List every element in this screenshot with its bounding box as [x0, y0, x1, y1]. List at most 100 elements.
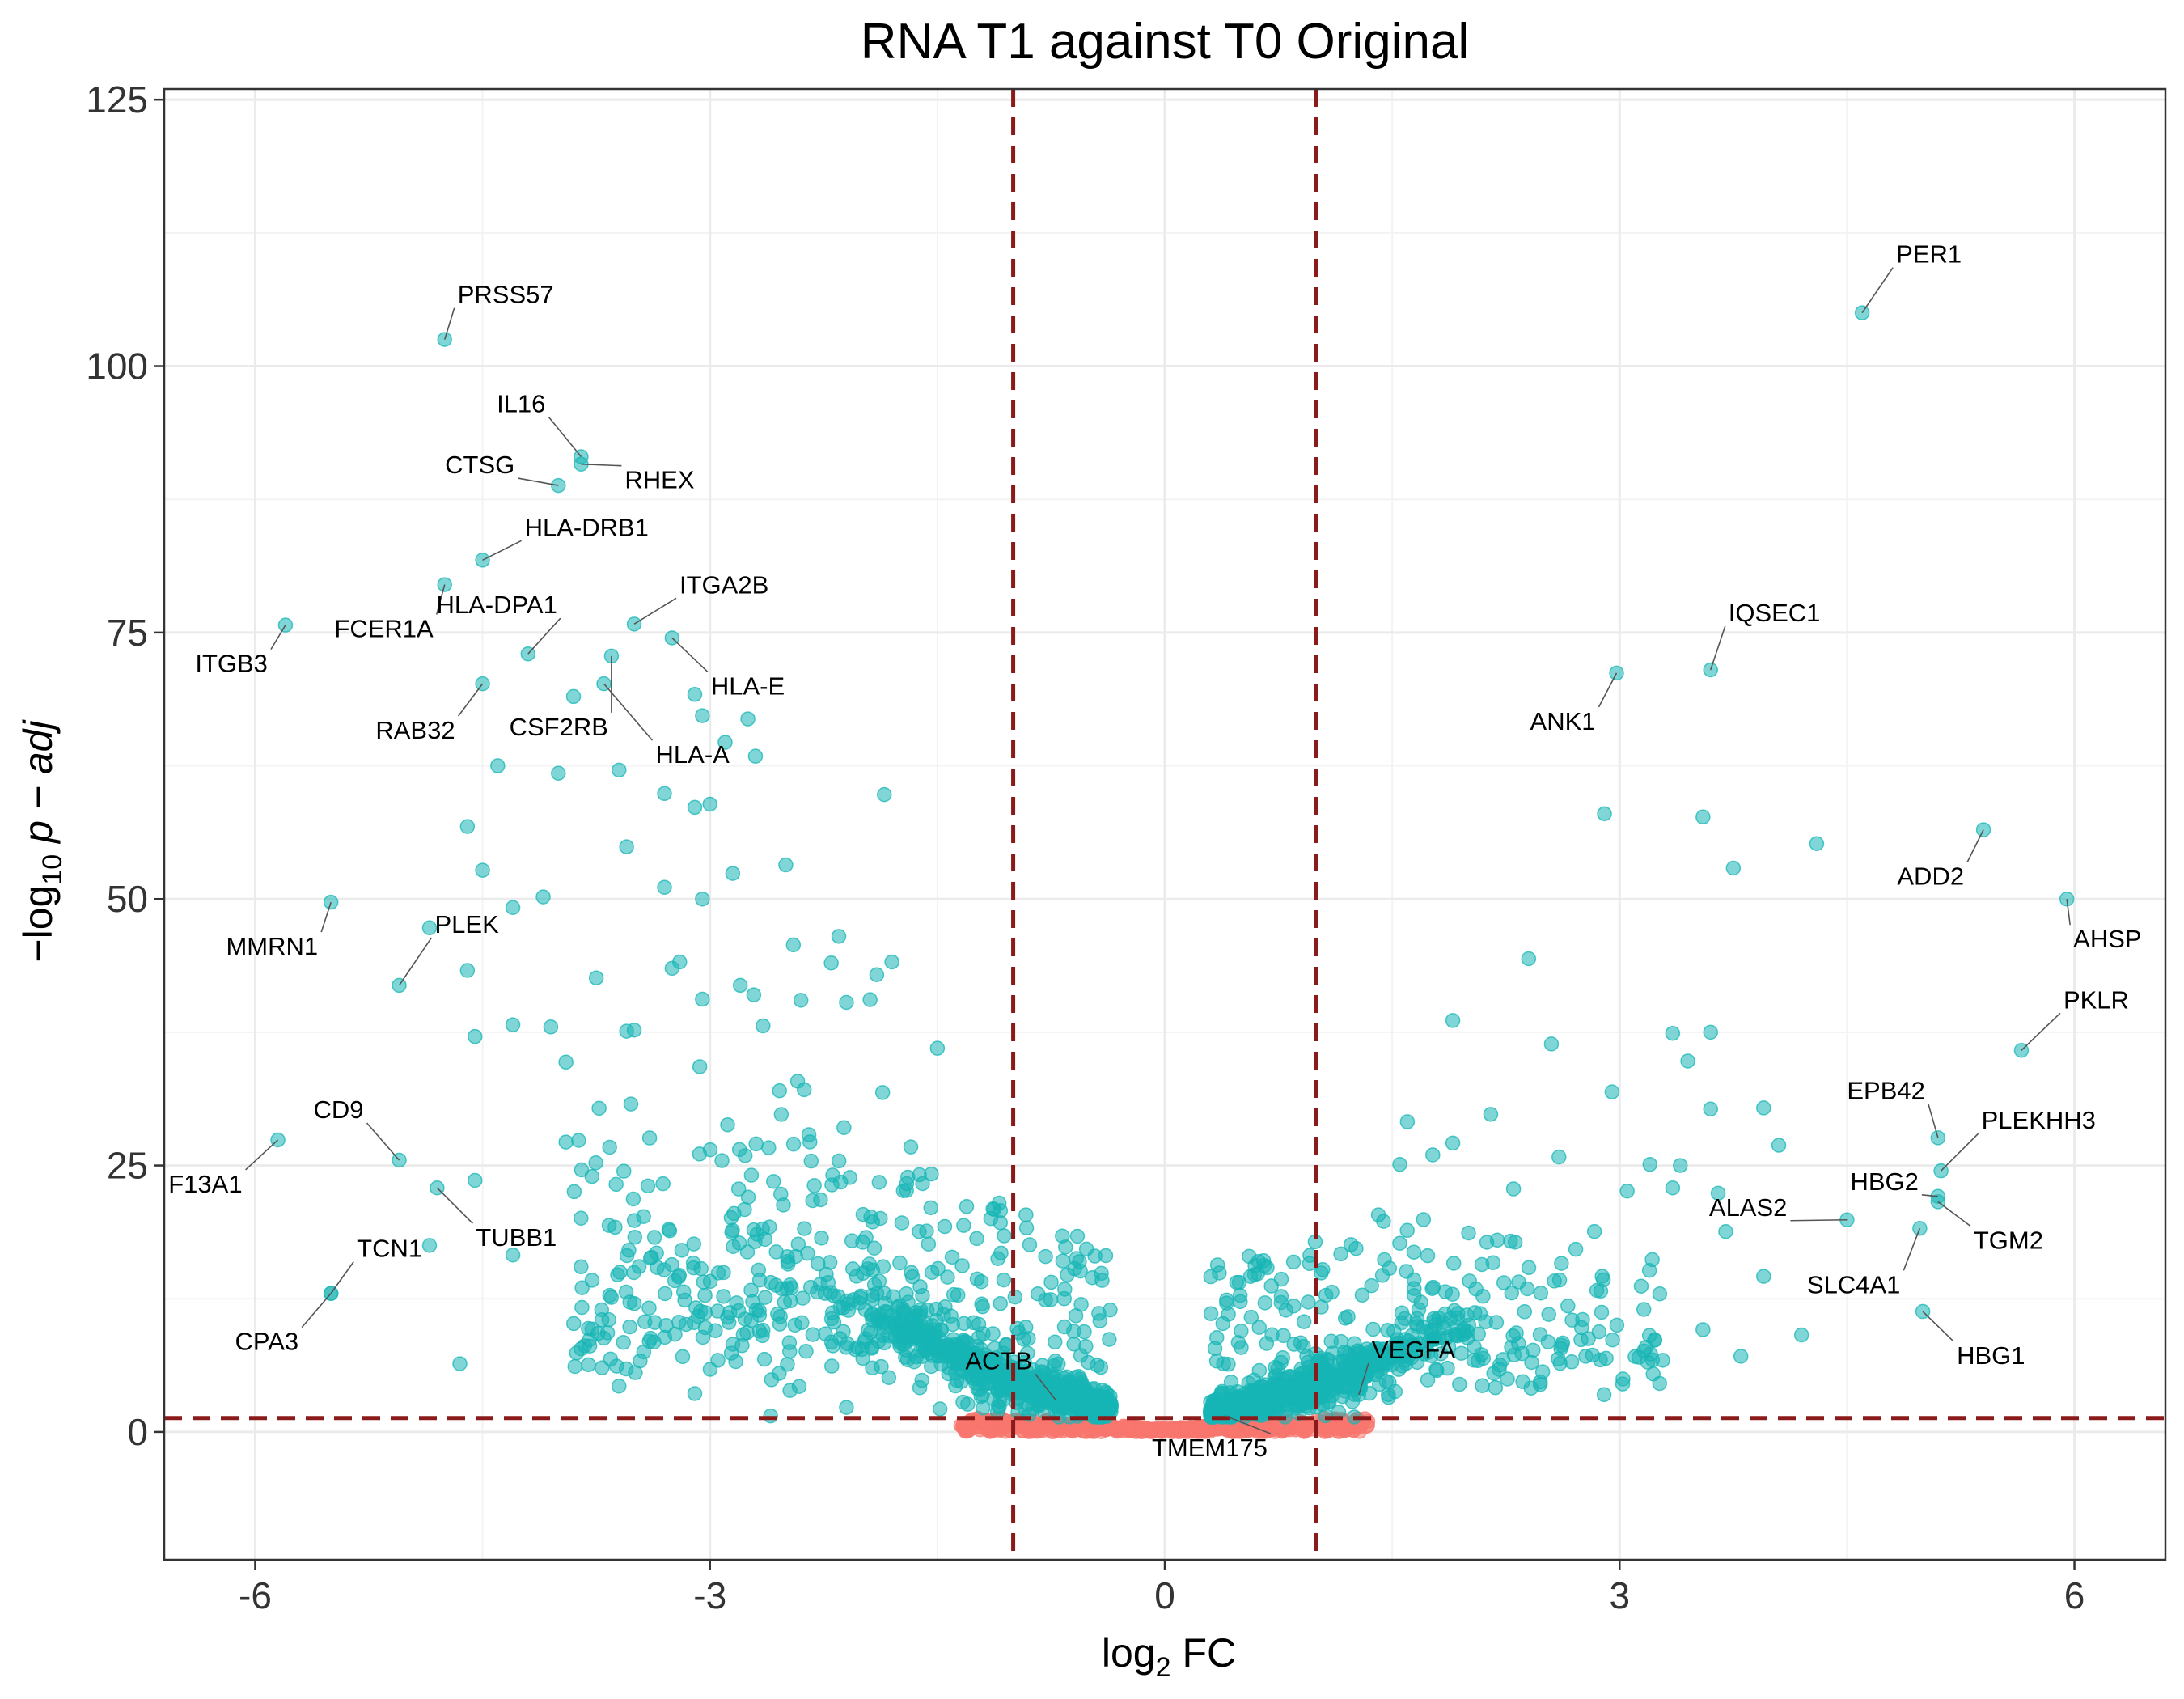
point-significant [795, 1290, 811, 1306]
point-significant [558, 1134, 574, 1150]
point-significant [1505, 1328, 1521, 1344]
point-significant [535, 889, 551, 905]
point-significant [1296, 1314, 1312, 1329]
gene-label: ANK1 [1530, 707, 1596, 735]
gene-label: HBG2 [1850, 1167, 1918, 1196]
point-significant [840, 1336, 855, 1352]
gene-label: RHEX [624, 466, 694, 494]
point-significant [773, 1107, 789, 1122]
point-significant [459, 963, 476, 978]
point-significant [1540, 1334, 1556, 1349]
point-significant [993, 1245, 1009, 1261]
point-significant [1642, 1156, 1658, 1172]
point-significant [1541, 1307, 1556, 1322]
point-significant [1445, 1135, 1461, 1151]
point-significant [1399, 1222, 1415, 1239]
point-not-significant [1138, 1421, 1153, 1437]
point-significant [640, 1178, 656, 1194]
point-significant [739, 1324, 755, 1341]
point-significant [1521, 951, 1537, 967]
point-significant [1514, 1345, 1530, 1362]
point-significant [656, 1262, 672, 1277]
point-significant [814, 1231, 829, 1246]
point-significant [746, 987, 762, 1002]
point-significant [642, 1250, 658, 1266]
point-significant [1296, 1338, 1311, 1354]
point-significant [1756, 1100, 1771, 1116]
point-significant [866, 1240, 882, 1256]
gene-label: IL16 [497, 390, 545, 418]
point-significant [1554, 1256, 1569, 1271]
point-significant [765, 1174, 781, 1189]
point-significant [756, 1018, 771, 1034]
point-significant [763, 1274, 779, 1290]
point-significant [1219, 1292, 1234, 1308]
point-significant [1243, 1309, 1259, 1325]
point-significant [619, 1248, 635, 1264]
y-axis-label: −log10 p − adj [15, 719, 68, 963]
point-significant [1703, 1101, 1718, 1116]
point-significant [986, 1392, 1002, 1407]
point-significant [946, 1286, 962, 1303]
point-significant [1323, 1333, 1339, 1349]
point-significant [1652, 1375, 1667, 1392]
gene-label: CSF2RB [510, 713, 608, 741]
point-significant [1424, 1281, 1440, 1297]
gene-label: TMEM175 [1152, 1434, 1268, 1462]
point-significant [1644, 1252, 1660, 1268]
point-significant [1055, 1228, 1070, 1244]
point-significant [825, 1167, 840, 1183]
point-significant [813, 1192, 828, 1208]
point-significant [966, 1315, 981, 1331]
point-significant [581, 1357, 596, 1373]
point-significant [790, 1236, 806, 1252]
gene-label: ALAS2 [1709, 1193, 1788, 1222]
point-significant [1035, 1386, 1052, 1401]
gene-label: IQSEC1 [1729, 599, 1821, 627]
point-significant [1209, 1257, 1225, 1273]
point-significant [688, 1300, 704, 1316]
point-significant [869, 1286, 885, 1301]
point-significant [1301, 1294, 1316, 1310]
point-significant [881, 1370, 897, 1386]
point-significant [1348, 1240, 1364, 1256]
point-significant [657, 1286, 673, 1302]
gene-label: HBG1 [1957, 1341, 2025, 1370]
point-significant [763, 1408, 778, 1424]
point-significant [1051, 1356, 1066, 1372]
point-significant [1038, 1248, 1053, 1265]
point-significant [1230, 1335, 1246, 1350]
point-significant [627, 1229, 643, 1245]
point-significant [1092, 1313, 1108, 1328]
point-significant [778, 857, 794, 873]
point-significant [641, 1333, 658, 1349]
point-significant [612, 762, 627, 778]
point-significant [1461, 1225, 1476, 1241]
point-significant [1397, 1311, 1412, 1327]
point-significant [1519, 1281, 1535, 1297]
point-significant [574, 1162, 590, 1178]
point-significant [839, 1400, 854, 1415]
point-significant [1020, 1386, 1035, 1401]
point-significant [452, 1356, 468, 1371]
point-significant [1479, 1235, 1495, 1250]
point-significant [641, 1130, 658, 1146]
point-significant [937, 1218, 953, 1235]
point-significant [1257, 1295, 1273, 1311]
x-tick-label: -3 [693, 1574, 726, 1616]
point-significant [675, 1349, 691, 1365]
point-significant [1069, 1228, 1086, 1244]
point-significant [1335, 1353, 1352, 1369]
point-significant [646, 1230, 662, 1245]
point-significant [716, 1289, 731, 1304]
point-significant [1425, 1147, 1441, 1163]
point-significant [757, 1290, 773, 1305]
point-significant [1488, 1379, 1504, 1396]
point-significant [932, 1401, 948, 1417]
point-significant [1416, 1212, 1432, 1227]
point-significant [803, 1153, 819, 1169]
gene-label: PRSS57 [458, 281, 554, 309]
point-significant [737, 1201, 752, 1218]
gene-label: PER1 [1896, 240, 1962, 269]
point-significant [637, 1314, 653, 1330]
